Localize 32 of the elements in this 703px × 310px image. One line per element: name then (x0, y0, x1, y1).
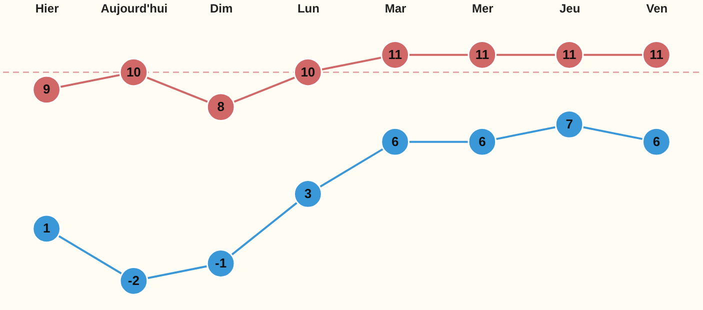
data-label: 6 (652, 134, 660, 149)
data-label: 11 (388, 46, 402, 62)
x-tick-label: Aujourd'hui (100, 2, 168, 16)
x-tick-label: Jeu (559, 2, 580, 16)
point (468, 127, 497, 156)
data-label: 6 (478, 134, 486, 149)
x-tick-label: Lun (297, 2, 320, 16)
x-tick-label: Mer (472, 2, 494, 16)
data-label: 10 (126, 64, 141, 80)
x-tick-label: Ven (646, 2, 668, 16)
data-label: 3 (304, 186, 312, 201)
point (380, 127, 410, 156)
point (32, 75, 62, 104)
data-label: 11 (562, 46, 576, 62)
data-label: -1 (215, 256, 227, 270)
point (642, 127, 671, 156)
data-label: 6 (391, 134, 399, 149)
data-label: 1 (42, 220, 50, 236)
data-label: 10 (300, 64, 316, 80)
point (293, 180, 322, 208)
point (206, 92, 236, 122)
point (554, 110, 584, 139)
data-label: 11 (650, 46, 664, 62)
data-label: -2 (128, 272, 140, 288)
x-tick-label: Hier (35, 2, 60, 16)
data-label: 9 (42, 82, 50, 97)
data-label: 7 (566, 116, 573, 132)
x-tick-label: Dim (210, 2, 233, 16)
x-tick-label: Mar (384, 2, 407, 16)
data-label: 8 (217, 99, 224, 114)
point (32, 214, 62, 244)
data-label: 11 (475, 46, 490, 62)
